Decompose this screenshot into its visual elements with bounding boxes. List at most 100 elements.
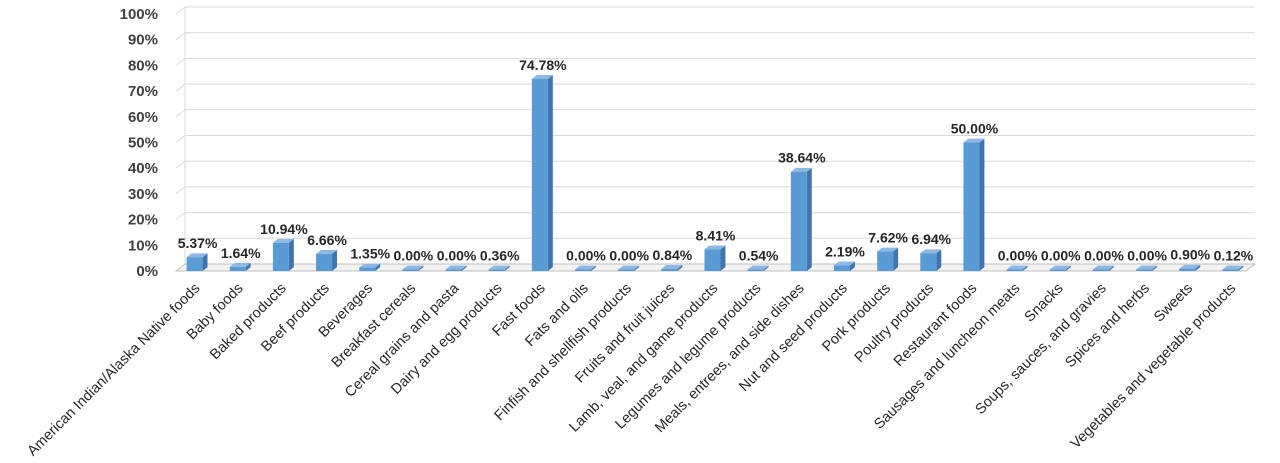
bar — [1092, 265, 1114, 271]
data-label: 0.54% — [739, 248, 779, 264]
bar-side — [547, 74, 553, 272]
bar-side — [979, 138, 985, 271]
bar-front — [1049, 269, 1066, 271]
bar — [488, 265, 510, 271]
y-tick-label: 40% — [128, 160, 158, 177]
bar-top — [272, 239, 294, 243]
bar-front — [963, 142, 980, 271]
bar-side — [288, 239, 294, 271]
data-label: 5.37% — [178, 235, 218, 251]
data-label: 0.00% — [609, 248, 649, 264]
bar-top — [316, 250, 338, 254]
x-tick-label: Spices and herbs — [1062, 281, 1153, 372]
data-label: 0.00% — [1127, 248, 1167, 264]
bar-side — [1195, 264, 1201, 271]
gridline-side — [175, 186, 186, 195]
bar-front — [229, 266, 246, 271]
bar — [229, 262, 251, 271]
gridline-side — [175, 237, 186, 246]
bar-side — [720, 245, 726, 271]
y-tick-label: 100% — [120, 6, 158, 23]
bar — [1222, 265, 1244, 271]
bar-side — [936, 249, 942, 271]
x-tick-label: American Indian/Alaska Native foods — [25, 281, 204, 460]
data-label: 0.90% — [1170, 247, 1210, 263]
gridline-side — [175, 83, 186, 92]
bar — [704, 245, 726, 271]
data-label: 6.66% — [307, 232, 347, 248]
bar — [402, 265, 424, 271]
y-tick-label: 0% — [136, 263, 158, 280]
bar-top — [229, 262, 251, 267]
data-label: 2.19% — [825, 243, 865, 259]
data-label: 8.41% — [696, 227, 736, 243]
bar-top — [747, 265, 769, 270]
gridline-side — [175, 109, 186, 118]
bar-front — [1222, 269, 1239, 271]
gridline-side — [175, 160, 186, 169]
bar-front — [1136, 269, 1153, 271]
bar — [790, 167, 812, 271]
bar-side — [591, 265, 596, 271]
bar-side — [504, 265, 510, 271]
bar-top — [877, 247, 899, 252]
bar-side — [763, 265, 769, 271]
bar — [1179, 264, 1201, 271]
bar-top — [531, 74, 553, 79]
bar-side — [1238, 265, 1244, 271]
bar-front — [1092, 269, 1109, 271]
bar-side — [245, 262, 251, 271]
bar — [747, 265, 769, 271]
data-label: 10.94% — [260, 221, 308, 237]
bar-top — [704, 245, 726, 250]
bar-front — [575, 269, 592, 271]
bar — [531, 74, 553, 272]
bar — [661, 264, 683, 271]
bar — [877, 247, 899, 271]
y-tick-label: 60% — [128, 109, 158, 126]
data-label: 0.00% — [1041, 248, 1081, 264]
data-label: 38.64% — [778, 150, 826, 166]
bar-top — [833, 261, 855, 266]
gridline-side — [175, 32, 186, 41]
bar-top — [618, 265, 640, 270]
data-label: 1.64% — [221, 245, 261, 261]
y-tick-label: 90% — [128, 32, 158, 49]
bar-front — [1006, 269, 1023, 271]
bar — [963, 138, 985, 271]
y-tick-label: 30% — [128, 186, 158, 203]
bar-side — [1108, 265, 1114, 271]
x-tick-label: Poultry products — [852, 281, 937, 366]
bar-front — [488, 269, 505, 271]
bar-front — [618, 269, 635, 271]
bar — [920, 249, 942, 271]
bar — [359, 263, 381, 271]
data-label: 0.00% — [998, 248, 1038, 264]
bar — [1049, 265, 1071, 271]
bar — [1136, 265, 1158, 271]
bar-top — [1136, 265, 1158, 270]
bar-side — [1022, 265, 1028, 271]
data-label: 0.12% — [1214, 248, 1254, 264]
bar-front — [531, 78, 548, 271]
bar-front — [920, 253, 937, 271]
bar-side — [893, 247, 899, 271]
bar-top — [963, 138, 985, 143]
data-label: 1.35% — [350, 246, 390, 262]
bar-front — [747, 269, 764, 271]
bar-side — [1152, 265, 1158, 271]
bar-front — [186, 257, 203, 271]
data-label: 0.00% — [394, 248, 434, 264]
bar-front — [316, 253, 333, 271]
bar-top — [1179, 264, 1201, 269]
bar-front — [272, 242, 289, 271]
data-label: 50.00% — [951, 121, 999, 137]
bar-side — [418, 265, 424, 271]
bar-top — [359, 263, 381, 268]
bar-front — [402, 269, 419, 271]
bar — [316, 250, 338, 271]
bar — [575, 265, 596, 271]
bar — [272, 239, 294, 271]
bar-top — [1006, 265, 1028, 270]
